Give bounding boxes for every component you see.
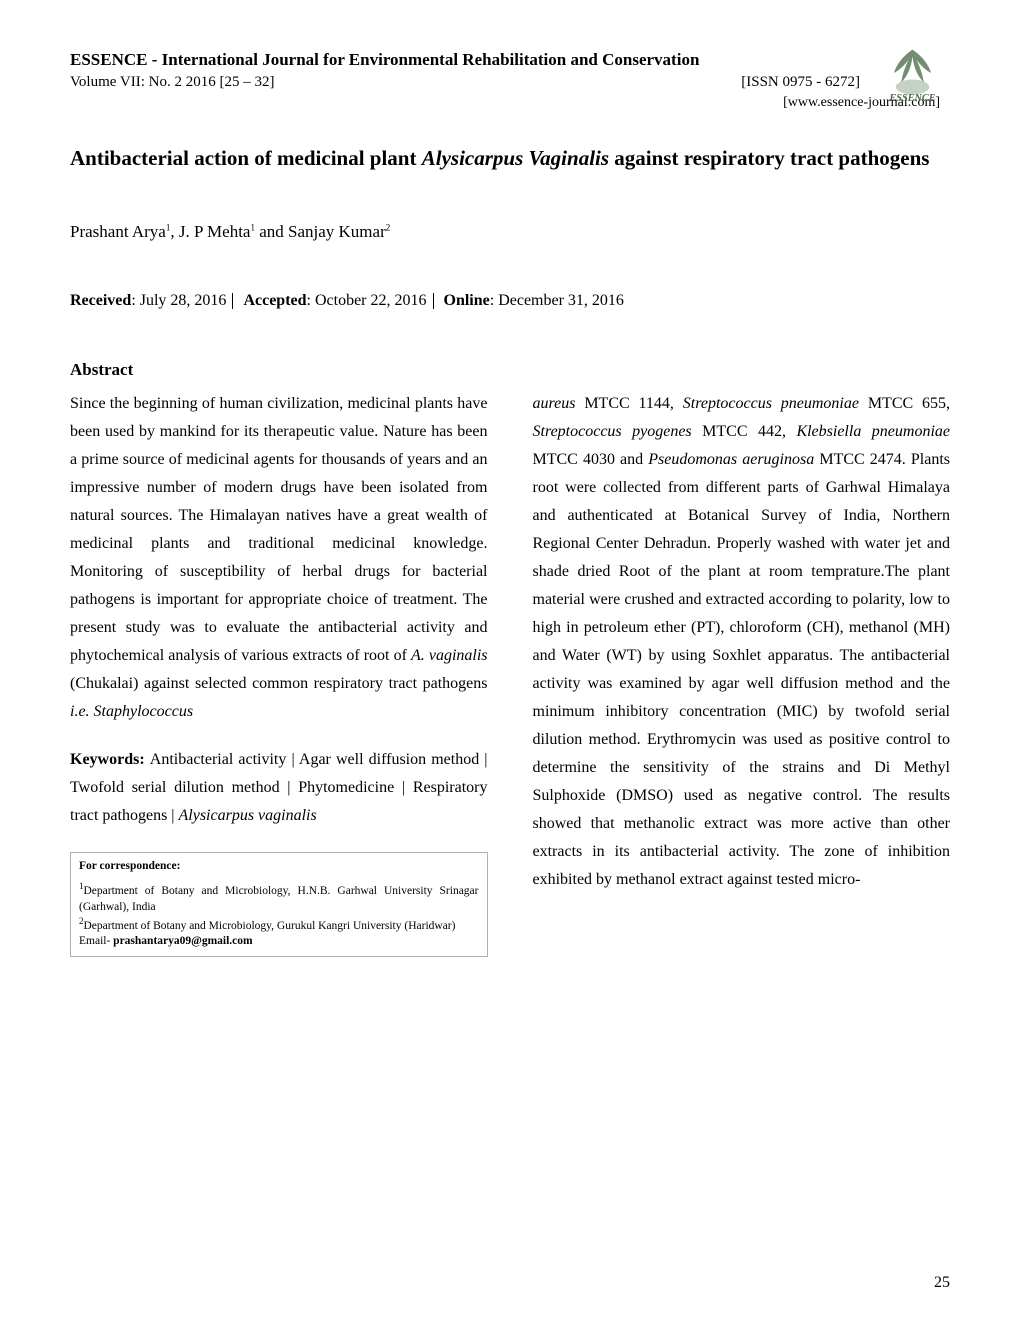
logo-text: ESSENCE — [888, 93, 935, 104]
author-3: and Sanjay Kumar — [255, 222, 386, 241]
abstract-p2h: MTCC 4030 and — [533, 451, 649, 468]
abstract-heading: Abstract — [70, 360, 950, 380]
received-value: : July 28, 2016 — [131, 292, 226, 309]
date-separator — [232, 293, 233, 309]
issn: [ISSN 0975 - 6272] — [741, 74, 860, 91]
abstract-p2f: MTCC 442, — [702, 423, 796, 440]
keywords-label: Keywords: — [70, 751, 150, 768]
abstract-species-spyo: Streptococcus pyogenes — [533, 423, 703, 440]
abstract-p2d: MTCC 655, — [859, 395, 950, 412]
accepted-value: : October 22, 2016 — [307, 292, 427, 309]
author-3-affil: 2 — [386, 222, 391, 232]
abstract-p1c: (Chukalai) against selected common respi… — [70, 675, 488, 692]
title-pre: Antibacterial action of medicinal plant — [70, 146, 422, 170]
received-label: Received — [70, 292, 131, 309]
correspondence-heading: For correspondence: — [79, 859, 479, 875]
online-label: Online — [444, 292, 490, 309]
abstract-text-left: Since the beginning of human civilizatio… — [70, 390, 488, 726]
email-value: prashantarya09@gmail.com — [113, 935, 252, 947]
abstract-p1a: Since the beginning of human civilizatio… — [70, 395, 488, 664]
affiliation-2: 2Department of Botany and Microbiology, … — [79, 915, 479, 934]
affiliation-1: 1Department of Botany and Microbiology, … — [79, 880, 479, 915]
page-number: 25 — [934, 1274, 950, 1292]
author-1: Prashant Arya — [70, 222, 166, 241]
keywords-species: Alysicarpus vaginalis — [179, 807, 317, 824]
online-value: : December 31, 2016 — [490, 292, 624, 309]
correspondence-email: Email- prashantarya09@gmail.com — [79, 934, 479, 950]
journal-logo: ESSENCE — [875, 45, 950, 115]
paper-title: Antibacterial action of medicinal plant … — [70, 141, 950, 177]
affil-2-text: Department of Botany and Microbiology, G… — [84, 920, 456, 932]
left-column: Since the beginning of human civilizatio… — [70, 390, 488, 957]
right-column: aureus MTCC 1144, Streptococcus pneumoni… — [533, 390, 951, 957]
date-separator — [433, 293, 434, 309]
abstract-p2b: MTCC 1144, — [575, 395, 682, 412]
abstract-species-aureus: aureus — [533, 395, 576, 412]
website-url: [www.essence-journal.com] — [70, 95, 950, 111]
abstract-ie: i.e. Staphylococcus — [70, 703, 193, 720]
abstract-species-paeru: Pseudomonas aeruginosa — [648, 451, 819, 468]
title-post: against respiratory tract pathogens — [609, 146, 929, 170]
email-label: Email- — [79, 935, 113, 947]
title-species: Alysicarpus Vaginalis — [422, 146, 609, 170]
abstract-species-1: A. vaginalis — [411, 647, 488, 664]
correspondence-box: For correspondence: 1Department of Botan… — [70, 852, 488, 957]
dates-row: Received: July 28, 2016 Accepted: Octobe… — [70, 292, 950, 310]
abstract-species-spneu: Streptococcus pneumoniae — [683, 395, 859, 412]
author-2: , J. P Mehta — [170, 222, 250, 241]
accepted-label: Accepted — [243, 292, 306, 309]
abstract-species-kpneu: Klebsiella pneumoniae — [796, 423, 950, 440]
two-column-body: Since the beginning of human civilizatio… — [70, 390, 950, 957]
affil-1-text: Department of Botany and Microbiology, H… — [79, 885, 479, 913]
abstract-p2j: MTCC 2474. Plants root were collected fr… — [533, 451, 951, 888]
authors-line: Prashant Arya1, J. P Mehta1 and Sanjay K… — [70, 222, 950, 242]
keywords-block: Keywords: Antibacterial activity | Agar … — [70, 746, 488, 830]
volume-info: Volume VII: No. 2 2016 [25 – 32] — [70, 74, 274, 91]
journal-name: ESSENCE - International Journal for Envi… — [70, 50, 699, 70]
